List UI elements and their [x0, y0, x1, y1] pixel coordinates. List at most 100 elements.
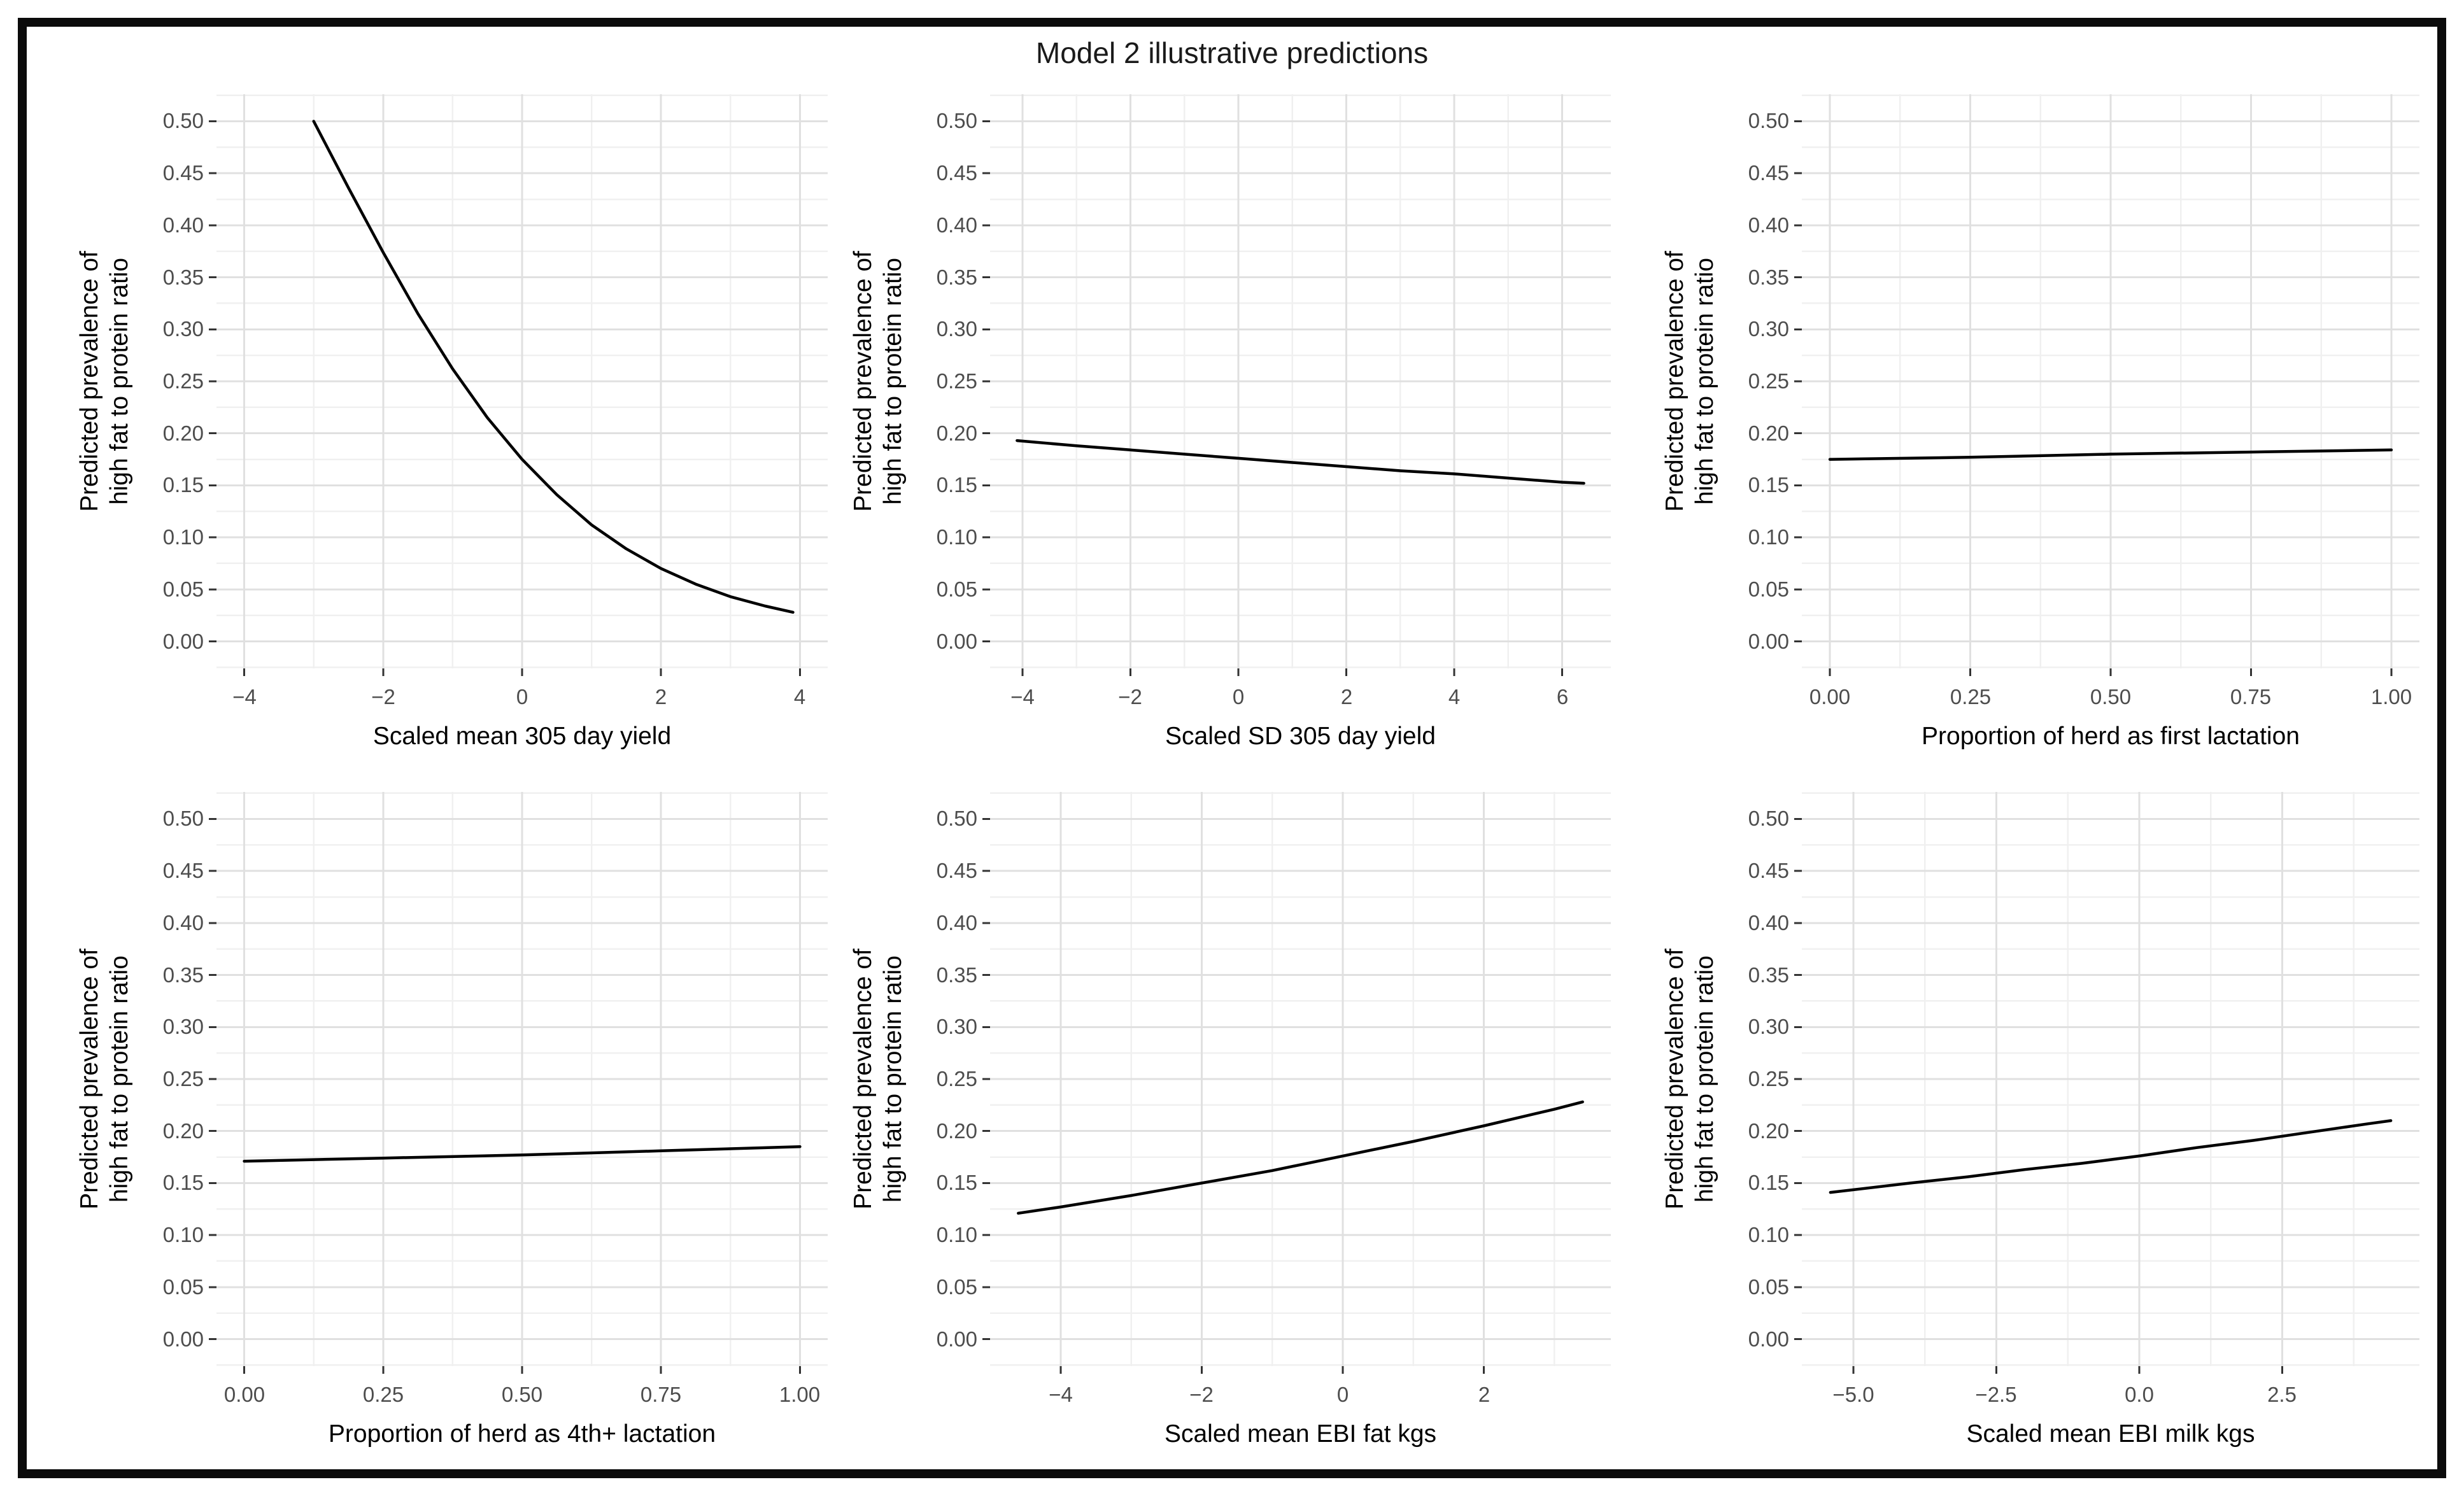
y-axis-title-line: Predicted prevalence of: [849, 949, 877, 1210]
y-tick-label: 0.50: [162, 807, 204, 830]
prediction-line: [1828, 448, 2393, 461]
y-tick-label: 0.45: [1748, 859, 1789, 882]
y-tick-label: 0.05: [1748, 577, 1789, 601]
y-tick-label: 0.50: [1748, 109, 1789, 132]
y-tick-label: 0.40: [936, 911, 977, 935]
y-axis-title-line: Predicted prevalence of: [849, 251, 877, 512]
y-tick-label: 0.50: [162, 109, 204, 132]
y-tick-label: 0.20: [162, 421, 204, 445]
y-tick-label: 0.00: [162, 1327, 204, 1351]
x-axis-title: Proportion of herd as first lactation: [1922, 723, 2300, 750]
x-tick-label: −2: [1189, 1383, 1214, 1406]
y-tick-label: 0.10: [936, 1223, 977, 1246]
y-tick-label: 0.10: [1748, 525, 1789, 549]
y-axis-title-line: Predicted prevalence of: [1661, 949, 1689, 1210]
y-tick-label: 0.00: [936, 1327, 977, 1351]
x-axis-title: Scaled SD 305 day yield: [1165, 723, 1436, 750]
x-axis-title: Scaled mean EBI milk kgs: [1966, 1420, 2255, 1448]
y-axis-title-line: high fat to protein ratio: [106, 257, 133, 505]
x-tick-label: 0.50: [501, 1383, 543, 1406]
x-tick-label: 0.25: [1950, 685, 1992, 709]
y-axis-title-line: high fat to protein ratio: [1691, 955, 1718, 1203]
y-tick-label: 0.00: [162, 630, 204, 653]
x-axis-title: Proportion of herd as 4th+ lactation: [328, 1420, 716, 1448]
x-tick-label: 2: [1478, 1383, 1490, 1406]
y-tick-label: 0.25: [1748, 1067, 1789, 1090]
y-tick-label: 0.40: [162, 213, 204, 237]
y-tick-label: 0.50: [936, 109, 977, 132]
y-axis-title: Predicted prevalence of high fat to prote…: [848, 94, 909, 668]
y-tick-label: 0.05: [936, 577, 977, 601]
y-tick-label: 0.50: [1748, 807, 1789, 830]
y-tick-label: 0.15: [1748, 1171, 1789, 1194]
y-tick-label: 0.00: [936, 630, 977, 653]
x-axis-title: Scaled mean EBI fat kgs: [1164, 1420, 1437, 1448]
y-tick-label: 0.05: [162, 577, 204, 601]
y-tick-label: 0.10: [162, 1223, 204, 1246]
x-tick-label: 0.00: [223, 1383, 266, 1406]
x-tick-label: −2: [371, 685, 395, 709]
y-tick-label: 0.40: [1748, 911, 1789, 935]
y-axis-title-line: high fat to protein ratio: [106, 955, 133, 1203]
y-axis-title-line: high fat to protein ratio: [879, 257, 907, 505]
y-tick-label: 0.05: [162, 1275, 204, 1299]
x-tick-label: 4: [1448, 685, 1461, 709]
x-tick-label: 0: [516, 685, 528, 709]
y-tick-label: 0.15: [162, 473, 204, 497]
x-tick-label: −4: [1049, 1383, 1073, 1406]
panel-0: [209, 94, 828, 676]
x-tick-label: 6: [1556, 685, 1569, 709]
y-tick-label: 0.30: [162, 1015, 204, 1038]
x-tick-label: 0.50: [2090, 685, 2132, 709]
y-tick-label: 0.35: [1748, 265, 1789, 289]
x-tick-label: 1.00: [779, 1383, 821, 1406]
y-tick-label: 0.45: [162, 161, 204, 185]
y-tick-label: 0.20: [936, 1119, 977, 1143]
y-tick-label: 0.10: [162, 525, 204, 549]
y-tick-label: 0.35: [162, 265, 204, 289]
y-tick-label: 0.30: [162, 317, 204, 341]
y-tick-label: 0.35: [936, 265, 977, 289]
prediction-line: [243, 1145, 802, 1163]
y-tick-label: 0.25: [936, 1067, 977, 1090]
x-tick-label: 2: [655, 685, 667, 709]
y-tick-label: 0.25: [936, 369, 977, 393]
y-tick-label: 0.35: [1748, 963, 1789, 987]
y-tick-label: 0.30: [1748, 317, 1789, 341]
y-axis-title-line: Predicted prevalence of: [76, 251, 103, 512]
y-tick-label: 0.00: [1748, 1327, 1789, 1351]
x-tick-label: 0.75: [2230, 685, 2272, 709]
panel-1: [982, 94, 1611, 676]
panel-5: [1794, 792, 2419, 1374]
x-tick-label: 0.75: [640, 1383, 682, 1406]
y-tick-label: 0.45: [1748, 161, 1789, 185]
panel-2: [1794, 94, 2419, 676]
y-axis-title: Predicted prevalence of high fat to prote…: [74, 792, 136, 1366]
prediction-line: [1016, 439, 1585, 485]
y-tick-label: 0.45: [936, 859, 977, 882]
y-tick-label: 0.40: [162, 911, 204, 935]
y-tick-label: 0.15: [1748, 473, 1789, 497]
y-tick-label: 0.15: [162, 1171, 204, 1194]
y-tick-label: 0.10: [936, 525, 977, 549]
y-tick-label: 0.10: [1748, 1223, 1789, 1246]
x-tick-label: −4: [232, 685, 257, 709]
x-tick-label: 0.0: [2125, 1383, 2154, 1406]
y-tick-label: 0.20: [1748, 421, 1789, 445]
y-axis-title-line: high fat to protein ratio: [1691, 257, 1718, 505]
y-tick-label: 0.40: [936, 213, 977, 237]
x-tick-label: 4: [793, 685, 806, 709]
y-tick-label: 0.25: [162, 369, 204, 393]
y-tick-label: 0.05: [936, 1275, 977, 1299]
y-tick-label: 0.45: [162, 859, 204, 882]
prediction-line: [312, 120, 795, 614]
y-axis-title: Predicted prevalence of high fat to prote…: [1660, 94, 1721, 668]
x-tick-label: 0.25: [362, 1383, 404, 1406]
y-tick-label: 0.30: [936, 317, 977, 341]
y-axis-title: Predicted prevalence of high fat to prote…: [848, 792, 909, 1366]
y-tick-label: 0.35: [936, 963, 977, 987]
x-tick-label: 2.5: [2267, 1383, 2297, 1406]
y-axis-title-line: Predicted prevalence of: [1661, 251, 1689, 512]
